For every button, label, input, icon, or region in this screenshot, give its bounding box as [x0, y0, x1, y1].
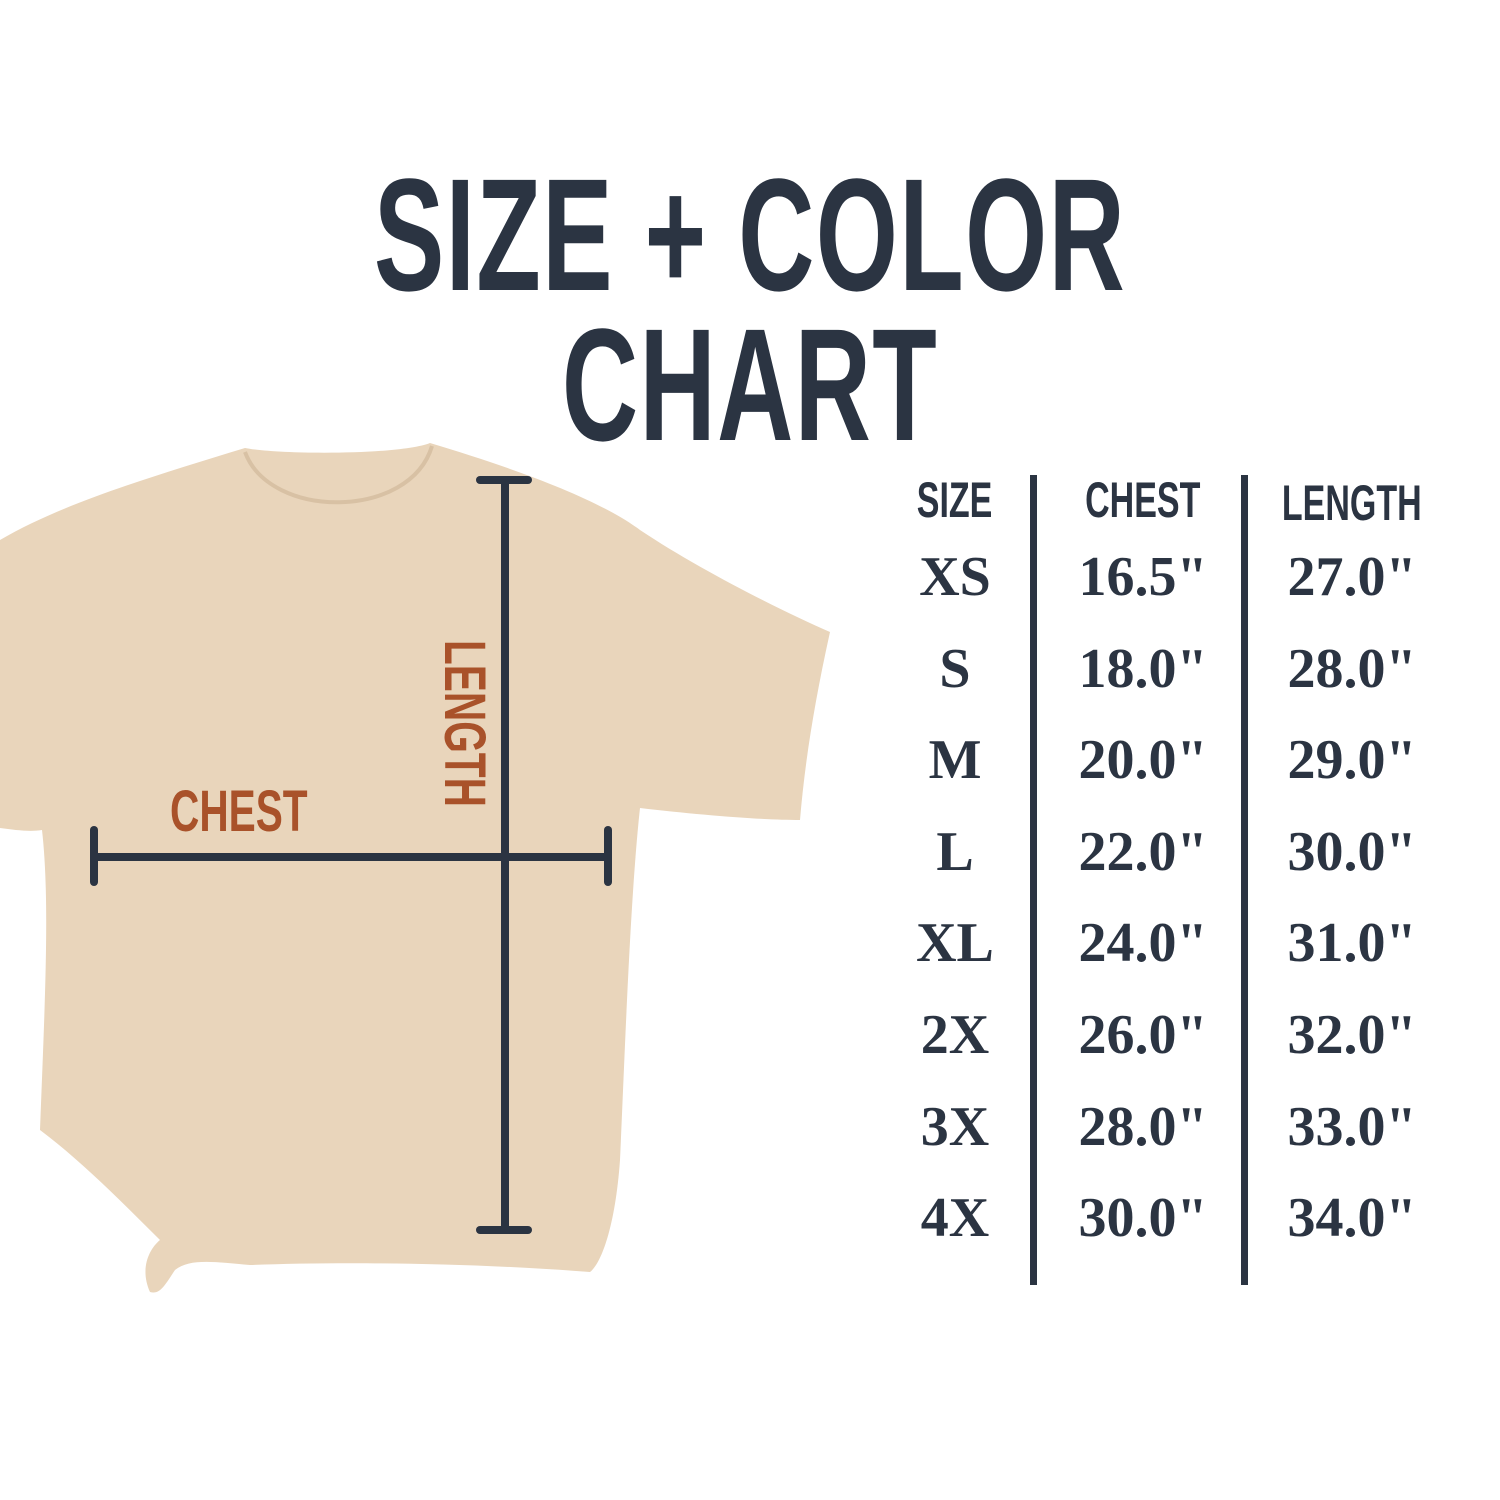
column-divider — [1241, 475, 1248, 1285]
cell-length: 31.0" — [1287, 912, 1417, 975]
cell-chest: 22.0" — [1078, 820, 1208, 883]
cell-chest: 26.0" — [1078, 1004, 1208, 1066]
length-measure-line — [476, 476, 532, 1234]
cell-length: 33.0" — [1287, 1095, 1417, 1158]
tshirt-diagram — [0, 443, 830, 1293]
cell-chest: 24.0" — [1078, 912, 1208, 975]
cell-size: 4X — [920, 1187, 990, 1250]
cell-length: 29.0" — [1287, 729, 1417, 792]
header-size: SIZE — [917, 472, 993, 528]
cell-length: 32.0" — [1287, 1004, 1417, 1066]
cell-size: 2X — [920, 1004, 990, 1066]
cell-size: XS — [919, 546, 991, 608]
cell-length: 34.0" — [1287, 1187, 1417, 1250]
cell-chest: 30.0" — [1078, 1187, 1208, 1250]
cell-size: XL — [916, 912, 994, 975]
cell-size: 3X — [920, 1095, 990, 1158]
cell-size: S — [939, 637, 971, 700]
cell-chest: 18.0" — [1078, 637, 1208, 700]
header-length: LENGTH — [1282, 475, 1422, 531]
chest-measure-line — [90, 826, 612, 886]
header-chest: CHEST — [1085, 472, 1201, 528]
column-divider — [1030, 475, 1037, 1285]
cell-chest: 16.5" — [1078, 546, 1208, 608]
cell-chest: 20.0" — [1078, 729, 1208, 792]
tshirt-image — [0, 443, 830, 1293]
collar — [243, 445, 434, 505]
cell-size: M — [928, 729, 982, 792]
chest-label: CHEST — [170, 779, 308, 844]
length-label: LENGTH — [432, 640, 497, 807]
cell-size: L — [936, 820, 974, 883]
cell-chest: 28.0" — [1078, 1095, 1208, 1158]
cell-length: 27.0" — [1287, 546, 1417, 608]
page-title: SIZE + COLOR CHART — [373, 145, 1127, 474]
cell-length: 28.0" — [1287, 637, 1417, 700]
cell-length: 30.0" — [1287, 820, 1417, 883]
